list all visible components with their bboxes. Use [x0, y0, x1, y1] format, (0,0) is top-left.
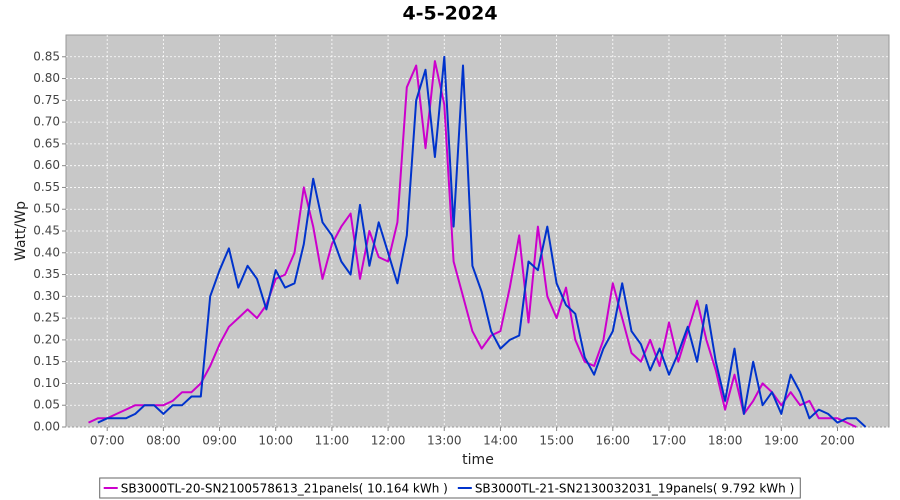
y-tick-label: 0.35 — [33, 267, 60, 281]
x-tick-label: 19:00 — [764, 434, 799, 448]
y-tick-label: 0.80 — [33, 71, 60, 85]
legend-frame — [99, 477, 801, 499]
chart-title: 4-5-2024 — [402, 3, 497, 25]
x-tick-label: 13:00 — [427, 434, 462, 448]
y-tick-label: 0.10 — [33, 376, 60, 390]
plot-area — [65, 34, 890, 428]
series-line — [97, 55, 867, 428]
x-tick-label: 17:00 — [652, 434, 687, 448]
legend-text: SB3000TL-20-SN2100578613_21panels( 10.16… — [121, 482, 448, 496]
y-tick-label: 0.65 — [33, 136, 60, 150]
x-tick-label: 12:00 — [371, 434, 406, 448]
x-tick-label: 11:00 — [315, 434, 350, 448]
legend: SB3000TL-20-SN2100578613_21panels( 10.16… — [99, 477, 801, 499]
x-tick-label: 10:00 — [258, 434, 293, 448]
y-tick-label: 0.70 — [33, 115, 60, 129]
y-axis-label: Watt/Wp — [13, 201, 29, 261]
x-tick-label: 07:00 — [90, 434, 125, 448]
y-tick-label: 0.00 — [33, 420, 60, 434]
y-tick-label: 0.05 — [33, 398, 60, 412]
y-tick-label: 0.25 — [33, 311, 60, 325]
y-tick-label: 0.50 — [33, 202, 60, 216]
y-tick-label: 0.45 — [33, 224, 60, 238]
y-tick-label: 0.75 — [33, 93, 60, 107]
x-tick-label: 20:00 — [820, 434, 855, 448]
series-line — [88, 60, 857, 428]
y-tick-label: 0.40 — [33, 245, 60, 259]
x-tick-label: 08:00 — [146, 434, 181, 448]
y-tick-label: 0.20 — [33, 332, 60, 346]
x-tick-label: 14:00 — [483, 434, 518, 448]
x-axis-label: time — [462, 452, 494, 468]
y-tick-label: 0.60 — [33, 158, 60, 172]
y-tick-label: 0.30 — [33, 289, 60, 303]
x-tick-label: 16:00 — [595, 434, 630, 448]
x-tick-label: 15:00 — [539, 434, 574, 448]
x-tick-label: 09:00 — [202, 434, 237, 448]
legend-text: SB3000TL-21-SN2130032031_19panels( 9.792… — [475, 482, 794, 496]
x-tick-label: 18:00 — [708, 434, 743, 448]
y-tick-label: 0.55 — [33, 180, 60, 194]
y-tick-label: 0.15 — [33, 354, 60, 368]
y-tick-label: 0.85 — [33, 49, 60, 63]
